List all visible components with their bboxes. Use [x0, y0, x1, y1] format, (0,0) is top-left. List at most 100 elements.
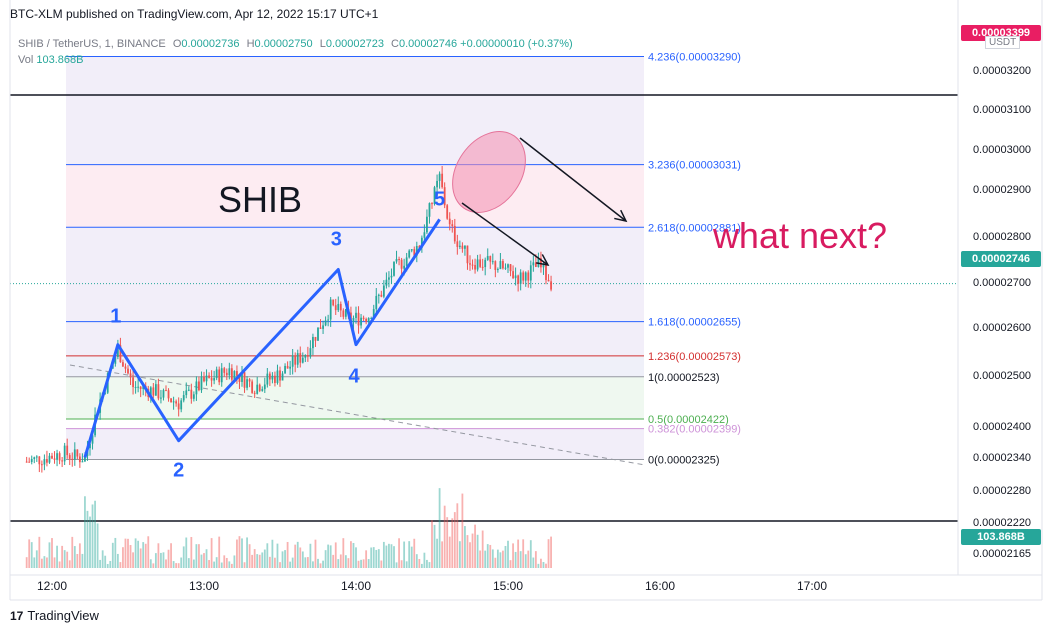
volume-row: Vol 103.868B [18, 52, 573, 68]
candle-body [30, 458, 33, 462]
candle-body [243, 372, 246, 388]
volume-bar [271, 539, 274, 568]
projection-arrow[interactable] [519, 137, 627, 222]
dashed-trend-line[interactable] [69, 364, 646, 466]
candle-body [304, 355, 307, 358]
candle-body [436, 180, 438, 188]
highlight-ellipse[interactable] [438, 118, 541, 227]
low-key: L [319, 38, 326, 50]
volume-bar [106, 563, 109, 568]
candle-body [233, 371, 236, 380]
candle-body [261, 389, 264, 391]
volume-bar [484, 550, 487, 568]
candle-body [534, 262, 537, 267]
candle-body [28, 461, 31, 463]
open-value: 0.00002736 [181, 38, 240, 50]
candle-body [284, 365, 286, 374]
volume-bar [367, 559, 370, 568]
candle-body [215, 369, 218, 379]
volume-bar [377, 549, 380, 568]
volume-bar [398, 538, 400, 568]
candle-body [342, 310, 345, 317]
candle-body [40, 464, 43, 466]
candle-body [428, 203, 431, 217]
currency-label[interactable]: USDT [985, 36, 1021, 49]
volume-bar [261, 552, 264, 568]
volume-bar [134, 538, 137, 568]
candle-body [66, 445, 69, 456]
projection-arrow-small[interactable] [461, 202, 549, 266]
volume-bar [312, 561, 314, 568]
volume-bar [413, 538, 416, 568]
candle-body [48, 455, 51, 463]
last-price-badge: 0.00002746 [961, 251, 1041, 267]
candle-body [306, 355, 309, 357]
candle-body [441, 173, 444, 188]
fib-zone [66, 227, 644, 322]
volume-bar [514, 551, 517, 568]
volume-bar [132, 552, 134, 568]
wave-label-3: 3 [331, 228, 342, 250]
volume-bar [512, 543, 514, 568]
candle-body [322, 325, 324, 329]
candle-body [253, 392, 256, 394]
change-value: +0.00000010 (+0.37%) [460, 38, 573, 50]
volume-bar [28, 539, 31, 568]
candle-body [337, 303, 340, 311]
volume-bar [448, 536, 451, 568]
candle-body [390, 275, 393, 278]
candle-body [228, 368, 231, 376]
footer-brand[interactable]: TradingView [27, 608, 99, 623]
wave-label-1: 1 [110, 306, 121, 328]
chart-legend: SHIB / TetherUS, 1, BINANCE O0.00002736 … [18, 36, 573, 68]
candle-body [453, 225, 456, 242]
volume-bar [76, 553, 79, 568]
volume-bar [276, 543, 279, 568]
volume-bar [426, 559, 428, 568]
fib-level-label: 1.236(0.00002573) [648, 351, 741, 363]
candle-body [512, 271, 514, 279]
symbol-label[interactable]: SHIB / TetherUS, 1, BINANCE [18, 38, 166, 50]
question-annotation: what next? [712, 215, 887, 256]
candle-body [76, 449, 79, 457]
volume-bar [494, 557, 497, 568]
volume-bar [182, 546, 185, 568]
volume-bar [380, 560, 383, 568]
candle-body [162, 390, 165, 398]
time-tick-label: 12:00 [37, 579, 67, 593]
volume-bar [342, 538, 345, 568]
volume-bar [496, 549, 499, 568]
volume-bar [405, 561, 408, 568]
candle-body [301, 357, 304, 363]
volume-bar [124, 538, 127, 568]
volume-bar [43, 556, 46, 568]
volume-bar [294, 544, 297, 568]
volume-bar [476, 534, 479, 568]
time-tick-label: 14:00 [341, 579, 371, 593]
volume-bar [266, 543, 269, 568]
candle-body [456, 241, 459, 247]
volume-bar [423, 552, 426, 568]
candle-body [46, 459, 48, 463]
candle-body [481, 266, 484, 268]
fib-level-label: 0(0.00002325) [648, 455, 720, 467]
volume-bar [51, 538, 53, 568]
candle-body [471, 264, 474, 266]
volume-bar [529, 540, 532, 568]
candle-body [279, 370, 281, 381]
candle-body [474, 265, 476, 270]
volume-bar [30, 542, 33, 568]
volume-bar [170, 543, 172, 568]
wave-label-2: 2 [173, 460, 184, 482]
volume-bar [185, 537, 188, 568]
volume-bar [479, 550, 482, 568]
candle-body [71, 458, 74, 460]
tradingview-logo-icon[interactable]: 17 [10, 608, 24, 623]
elliott-wave-path[interactable] [83, 218, 441, 458]
candle-body [532, 262, 535, 266]
candle-body [327, 319, 330, 321]
candle-body [476, 259, 479, 270]
volume-bar [286, 541, 289, 568]
volume-bar [304, 557, 307, 568]
